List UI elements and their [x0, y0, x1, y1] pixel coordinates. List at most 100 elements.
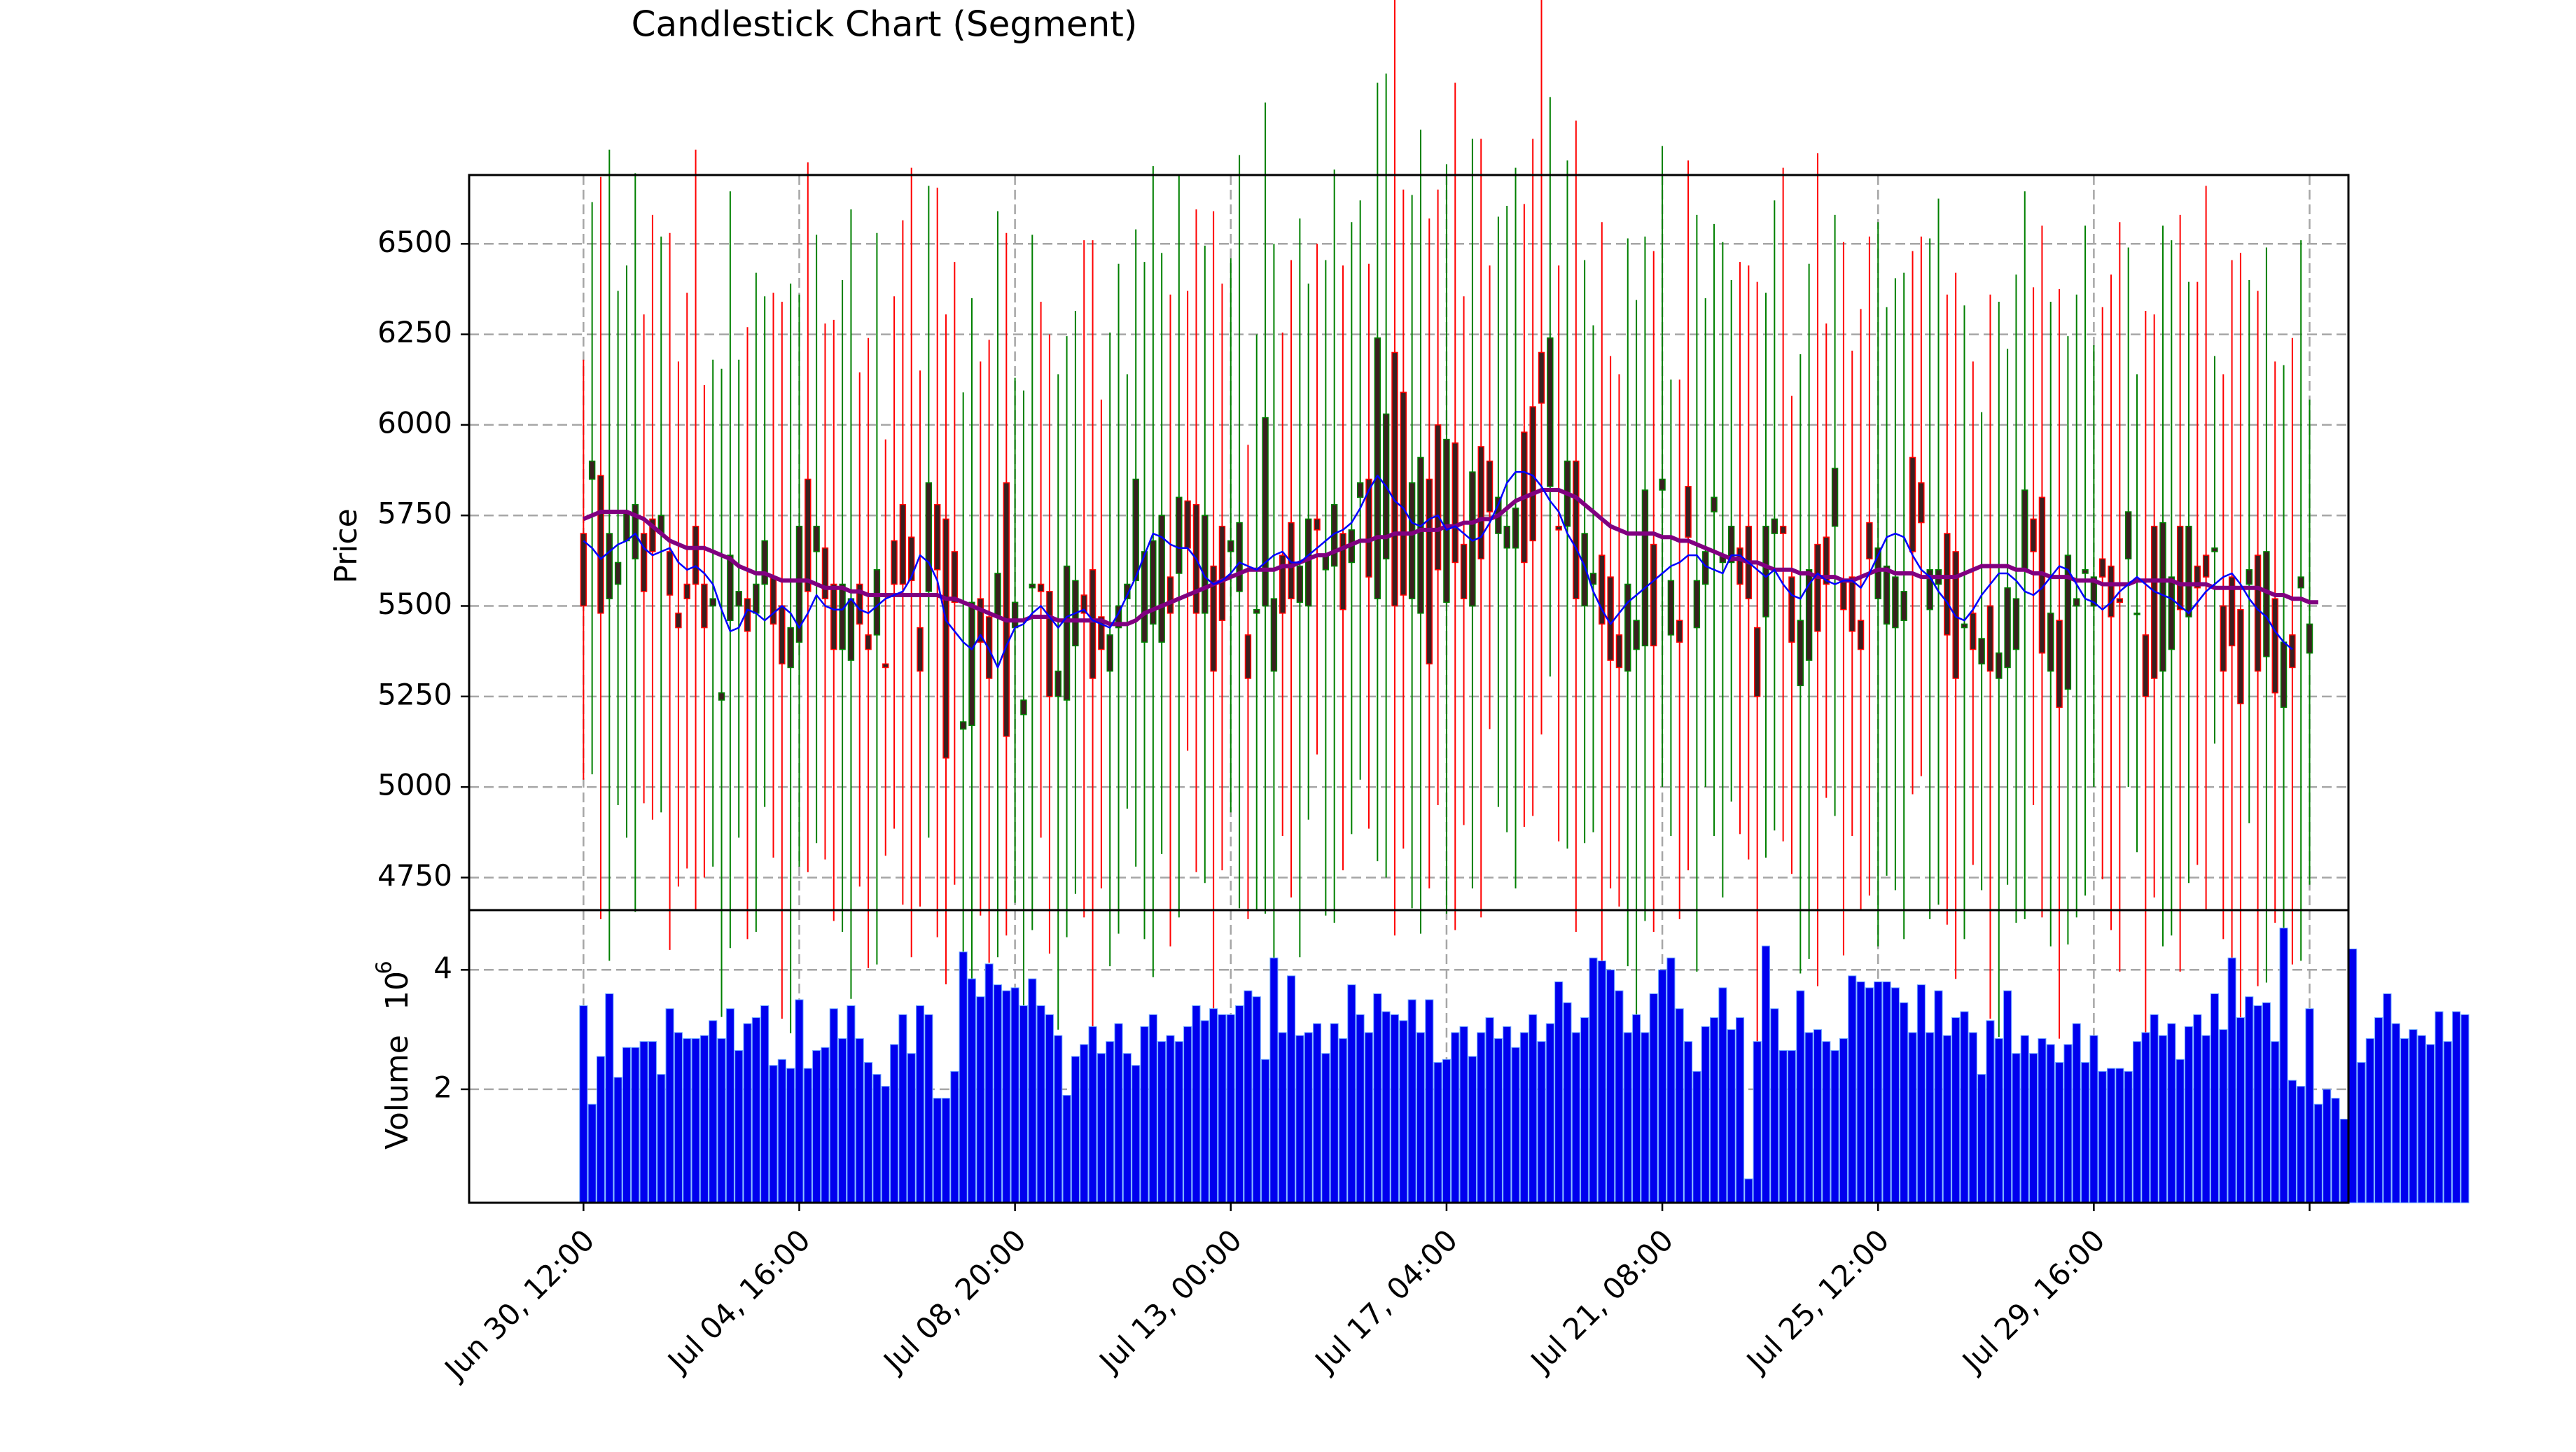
candle-body	[2168, 576, 2175, 650]
candle-body	[1503, 525, 1510, 549]
candle-body	[1202, 515, 1209, 614]
candle-body	[2030, 518, 2037, 552]
volume-bar	[1597, 961, 1606, 1203]
candle-body	[865, 634, 872, 650]
volume-bar	[1977, 1074, 1986, 1203]
candle-body	[1288, 522, 1295, 599]
volume-bar	[2288, 1080, 2297, 1203]
volume-bar	[2262, 1002, 2271, 1203]
candle-body	[675, 613, 682, 629]
candle-body	[1374, 337, 1381, 599]
candle-body	[882, 663, 889, 669]
volume-bar	[1623, 1032, 1632, 1203]
candle-body	[1952, 551, 1959, 679]
volume-bar	[1114, 1023, 1123, 1203]
candle-body	[813, 525, 820, 552]
volume-bar	[1684, 1041, 1693, 1203]
candle-body	[649, 518, 656, 552]
volume-bar	[1822, 1041, 1831, 1203]
volume-bar	[993, 984, 1003, 1203]
candle-body	[2254, 554, 2262, 672]
volume-bar	[976, 996, 985, 1203]
price-tick-label: 5250	[377, 677, 452, 711]
volume-bar	[2141, 1032, 2150, 1203]
volume-bar	[2150, 1014, 2159, 1203]
price-tick-label: 5750	[377, 496, 452, 531]
candle-body	[1615, 634, 1623, 669]
volume-bar	[1209, 1008, 1218, 1203]
price-tick-label: 6500	[377, 225, 452, 259]
volume-bar	[1140, 1026, 1149, 1203]
volume-bar	[2132, 1041, 2142, 1203]
candle-body	[2306, 623, 2313, 654]
volume-bar	[1986, 1020, 1995, 1203]
candle-body	[1408, 482, 1416, 599]
volume-bar	[1287, 975, 1296, 1203]
candle-body	[597, 475, 604, 614]
volume-bar	[1744, 1178, 1753, 1203]
candle-body	[2211, 547, 2218, 552]
candle-body	[1771, 518, 1778, 534]
candle-body	[1909, 456, 1916, 552]
candle-body	[1607, 576, 1614, 661]
candle-body	[856, 583, 863, 625]
candle-body	[1736, 547, 1743, 585]
volume-bar	[933, 1098, 942, 1203]
price-axis-label: Price	[328, 508, 364, 583]
volume-bar	[1882, 981, 1891, 1203]
volume-bar	[1019, 1005, 1028, 1203]
candle-body	[1753, 627, 1761, 697]
volume-bar	[1002, 990, 1011, 1203]
volume-bar	[596, 1056, 606, 1203]
candle-body	[1451, 442, 1458, 564]
candle-body	[1150, 540, 1157, 625]
volume-bar	[829, 1008, 838, 1203]
candle-body	[606, 533, 613, 599]
volume-bar	[1753, 1041, 1762, 1203]
candle-body	[1391, 351, 1398, 607]
volume-bar	[1796, 990, 1805, 1203]
candle-body	[1589, 573, 1597, 585]
candle-body	[873, 569, 881, 636]
volume-bar	[2124, 1070, 2133, 1203]
candle-body	[1020, 699, 1027, 715]
volume-axis-label-group: Volume 10 6	[373, 961, 416, 1149]
candle-body	[1762, 525, 1769, 617]
x-tick-label: Jul 29, 16:00	[1954, 1223, 2111, 1380]
x-tick-label: Jul 08, 20:00	[876, 1223, 1033, 1380]
candle-body	[1210, 565, 1217, 672]
volume-bar	[1778, 1049, 1788, 1203]
volume-bar	[959, 951, 968, 1203]
candle-body	[614, 561, 622, 585]
volume-bar	[915, 1005, 925, 1203]
moving-average-short-line	[583, 470, 2293, 669]
candle-body	[1702, 551, 1709, 585]
candle-body	[1944, 533, 1951, 636]
candle-body	[683, 583, 690, 599]
volume-bar	[2038, 1038, 2047, 1203]
candle-body	[1132, 478, 1139, 582]
volume-bar	[1960, 1011, 1969, 1203]
candle-body	[951, 551, 959, 603]
candle-body	[847, 598, 855, 661]
volume-bar	[751, 1017, 760, 1203]
candle-body	[1961, 623, 1968, 629]
price-tick-label: 6250	[377, 315, 452, 349]
volume-bar	[2435, 1011, 2444, 1203]
price-tick-label: 5500	[377, 587, 452, 621]
candle-body	[1676, 620, 1683, 643]
candle-body	[1693, 580, 1701, 629]
price-tick-label: 6000	[377, 405, 452, 440]
volume-bar	[1658, 969, 1667, 1203]
volume-bar	[1244, 990, 1253, 1203]
candle-body	[1158, 515, 1165, 643]
volume-bar	[2210, 993, 2219, 1203]
volume-bar	[2236, 1017, 2245, 1203]
volume-bar	[1442, 1059, 1451, 1203]
volume-bar	[786, 1068, 795, 1203]
candle-body	[2082, 569, 2089, 574]
chart-title: Candlestick Chart (Segment)	[632, 4, 1138, 45]
candle-body	[2263, 551, 2270, 657]
volume-bar	[717, 1038, 726, 1203]
candle-body	[2194, 565, 2201, 589]
